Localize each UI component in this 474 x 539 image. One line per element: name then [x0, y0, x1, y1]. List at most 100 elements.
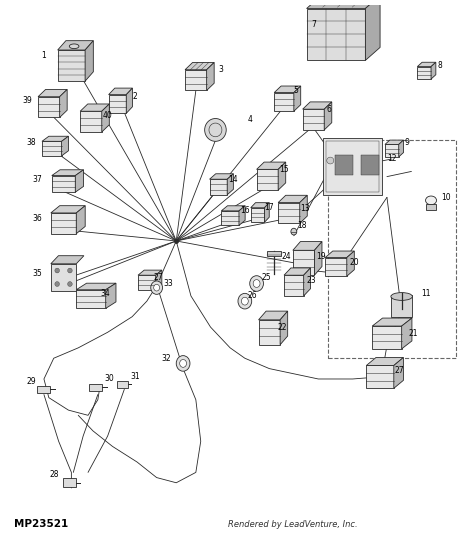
Bar — [427, 204, 436, 210]
Polygon shape — [366, 365, 394, 388]
Polygon shape — [185, 63, 214, 70]
Polygon shape — [347, 251, 354, 277]
Polygon shape — [372, 318, 412, 326]
Text: 17: 17 — [264, 203, 274, 212]
Polygon shape — [118, 381, 128, 388]
Polygon shape — [300, 195, 307, 223]
Ellipse shape — [250, 276, 264, 291]
Text: Rendered by LeadVenture, Inc.: Rendered by LeadVenture, Inc. — [228, 520, 357, 529]
Polygon shape — [63, 478, 76, 487]
Text: 25: 25 — [262, 273, 271, 282]
Polygon shape — [303, 102, 332, 109]
Polygon shape — [106, 283, 116, 308]
Ellipse shape — [241, 297, 248, 305]
Ellipse shape — [205, 119, 226, 141]
Bar — [335, 155, 353, 175]
Text: 36: 36 — [32, 213, 42, 223]
Polygon shape — [51, 206, 85, 213]
Polygon shape — [258, 311, 288, 320]
Text: MP23521: MP23521 — [14, 520, 68, 529]
Polygon shape — [155, 270, 162, 290]
Bar — [267, 251, 281, 256]
Text: 1: 1 — [41, 51, 46, 60]
Bar — [328, 140, 456, 358]
Polygon shape — [75, 170, 83, 192]
Ellipse shape — [426, 196, 437, 205]
Polygon shape — [303, 109, 324, 130]
Polygon shape — [417, 63, 436, 67]
Polygon shape — [366, 357, 403, 365]
Text: 38: 38 — [27, 138, 36, 147]
Polygon shape — [221, 206, 245, 211]
Text: 26: 26 — [248, 292, 257, 300]
Polygon shape — [76, 290, 106, 308]
Text: 37: 37 — [32, 175, 42, 184]
Polygon shape — [60, 89, 67, 118]
Text: 33: 33 — [164, 279, 173, 288]
Text: 7: 7 — [311, 19, 316, 29]
Polygon shape — [80, 111, 102, 132]
Polygon shape — [325, 258, 347, 277]
Polygon shape — [58, 50, 85, 81]
Polygon shape — [38, 89, 67, 96]
Polygon shape — [274, 86, 301, 93]
Polygon shape — [52, 176, 75, 192]
Ellipse shape — [176, 356, 190, 371]
Polygon shape — [251, 203, 269, 208]
Polygon shape — [62, 136, 68, 156]
Text: 18: 18 — [297, 221, 306, 230]
Text: 11: 11 — [421, 289, 431, 299]
Polygon shape — [256, 169, 278, 190]
Text: 21: 21 — [409, 329, 418, 338]
Polygon shape — [294, 86, 301, 111]
Polygon shape — [210, 179, 227, 195]
Bar — [326, 141, 379, 192]
Text: 40: 40 — [103, 111, 112, 120]
Polygon shape — [109, 88, 132, 95]
Text: 19: 19 — [316, 252, 326, 261]
Ellipse shape — [55, 268, 59, 273]
Polygon shape — [42, 136, 68, 141]
Text: 34: 34 — [101, 289, 110, 299]
Polygon shape — [278, 195, 307, 203]
Polygon shape — [256, 162, 286, 169]
Text: 13: 13 — [301, 204, 310, 213]
Text: 2: 2 — [132, 92, 137, 101]
Text: 16: 16 — [240, 206, 250, 216]
Polygon shape — [251, 208, 264, 222]
Polygon shape — [37, 386, 50, 393]
Ellipse shape — [69, 44, 79, 49]
Polygon shape — [126, 88, 132, 113]
Polygon shape — [314, 241, 322, 275]
Text: 24: 24 — [281, 252, 291, 261]
Polygon shape — [417, 67, 431, 79]
Ellipse shape — [55, 281, 59, 286]
Polygon shape — [394, 357, 403, 388]
Polygon shape — [399, 140, 403, 157]
Text: 28: 28 — [49, 470, 59, 479]
Text: 9: 9 — [405, 138, 410, 147]
Polygon shape — [210, 174, 233, 179]
Polygon shape — [293, 241, 322, 250]
Polygon shape — [221, 211, 239, 225]
Text: 29: 29 — [27, 377, 36, 385]
Polygon shape — [185, 70, 207, 91]
Text: 32: 32 — [162, 354, 171, 363]
Text: 3: 3 — [219, 65, 223, 74]
Ellipse shape — [291, 229, 297, 235]
Polygon shape — [278, 203, 300, 223]
Polygon shape — [76, 283, 116, 290]
Polygon shape — [307, 9, 365, 60]
Text: 39: 39 — [22, 96, 32, 105]
Text: 23: 23 — [307, 276, 316, 285]
Polygon shape — [274, 93, 294, 111]
Text: 12: 12 — [387, 155, 396, 163]
Text: 20: 20 — [350, 258, 359, 267]
Polygon shape — [51, 264, 76, 291]
Polygon shape — [365, 0, 380, 60]
Text: 31: 31 — [130, 372, 140, 382]
Polygon shape — [324, 102, 332, 130]
Polygon shape — [284, 275, 304, 296]
Text: 4: 4 — [248, 115, 253, 124]
Text: 35: 35 — [32, 268, 42, 278]
